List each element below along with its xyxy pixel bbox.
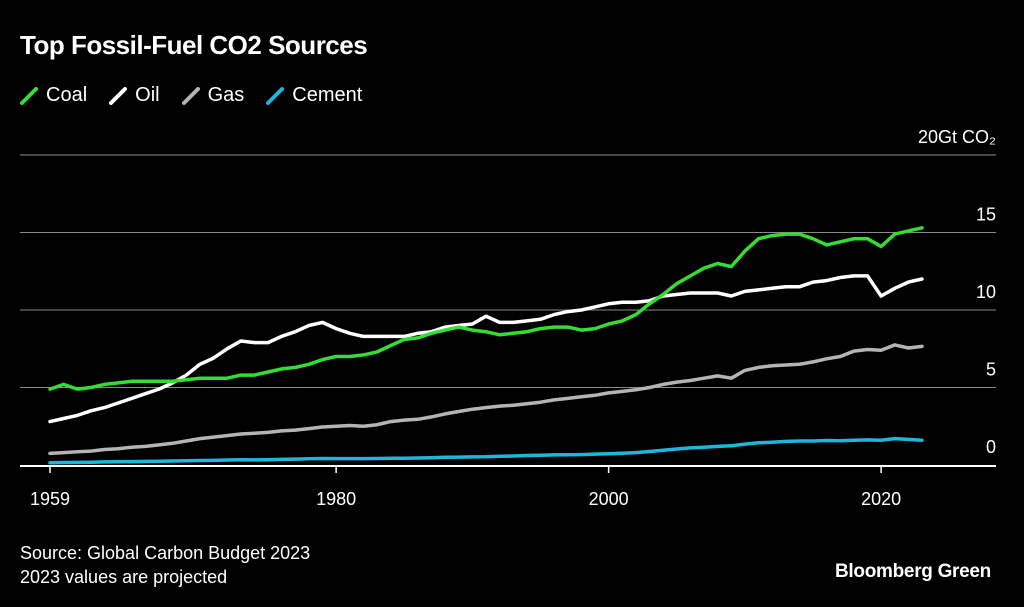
series-line-coal [48, 226, 924, 391]
legend-item-gas: Gas [181, 84, 245, 107]
legend-swatch-cement-icon [266, 86, 285, 105]
source-note: Source: Global Carbon Budget 2023 2023 v… [20, 541, 310, 589]
legend-label-gas: Gas [207, 84, 245, 106]
x-tick-label-2000: 2000 [589, 489, 629, 509]
chart-title: Top Fossil-Fuel CO2 Sources [20, 30, 368, 60]
series-line-gas [48, 343, 924, 456]
legend-swatch-oil-icon [109, 86, 128, 105]
y-tick-label-0: 0 [986, 437, 996, 457]
source-text: Source: Global Carbon Budget 2023 [20, 543, 311, 563]
legend-label-oil: Oil [135, 84, 160, 106]
brand-logo: Bloomberg Green [835, 561, 991, 582]
series-line-cement [48, 436, 924, 465]
legend: Coal Oil Gas Cement [20, 84, 362, 107]
x-tick-label-1959: 1959 [30, 489, 70, 509]
y-tick-label-20: 20Gt CO₂ [918, 127, 996, 147]
legend-label-cement: Cement [292, 84, 363, 106]
x-tick-label-1980: 1980 [316, 489, 356, 509]
legend-swatch-gas-icon [181, 86, 200, 105]
series-line-oil [48, 274, 924, 424]
y-tick-label-15: 15 [976, 205, 996, 225]
projection-note: 2023 values are projected [20, 567, 228, 587]
y-tick-label-5: 5 [986, 360, 996, 380]
legend-item-coal: Coal [20, 84, 87, 107]
y-tick-label-10: 10 [976, 282, 996, 302]
legend-label-coal: Coal [46, 84, 88, 106]
legend-item-cement: Cement [266, 84, 362, 107]
legend-item-oil: Oil [109, 84, 160, 107]
legend-swatch-coal-icon [20, 86, 38, 105]
x-tick-label-2020: 2020 [861, 489, 901, 509]
